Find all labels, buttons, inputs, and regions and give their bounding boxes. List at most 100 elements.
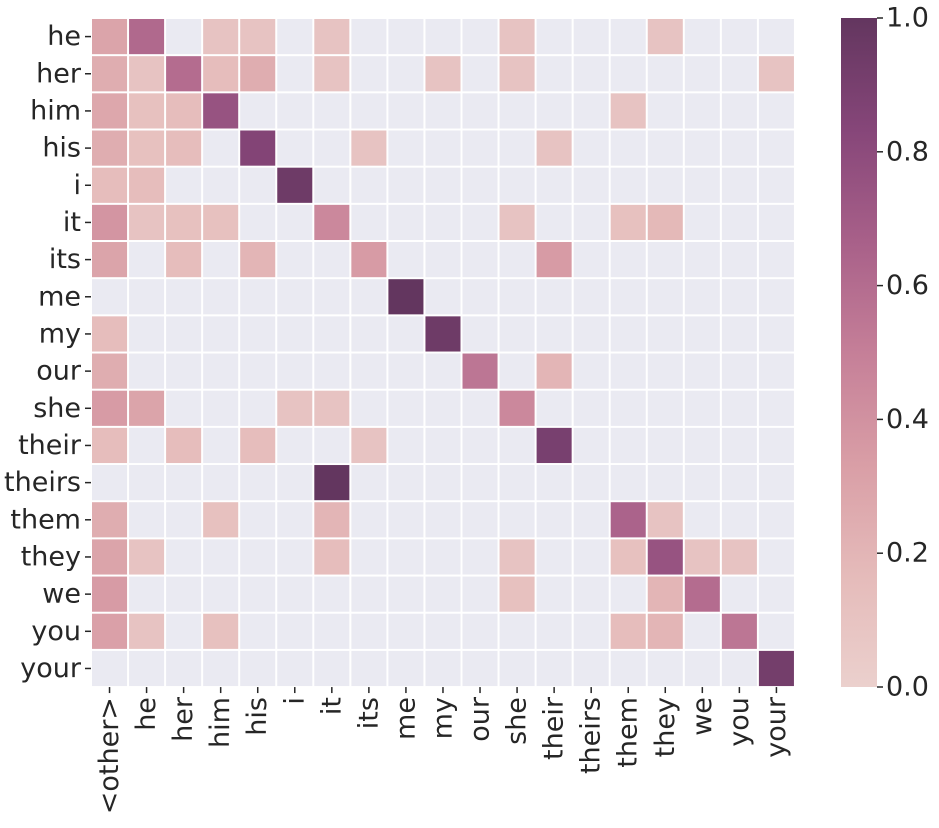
heatmap-cell-3-9	[425, 130, 461, 166]
heatmap-cell-15-11	[499, 576, 535, 612]
heatmap-cell-7-2	[166, 279, 202, 315]
heatmap-cell-12-4	[240, 465, 276, 501]
heatmap-cell-9-16	[684, 353, 720, 389]
heatmap-cell-10-6	[314, 390, 350, 426]
heatmap-cell-0-11	[499, 19, 535, 55]
heatmap-cell-12-2	[166, 465, 202, 501]
heatmap-cell-2-18	[758, 93, 794, 129]
x-tick-label: i	[279, 697, 310, 705]
heatmap-cell-9-7	[351, 353, 387, 389]
heatmap-cell-6-7	[351, 242, 387, 278]
heatmap-cell-10-15	[647, 390, 683, 426]
heatmap-cell-4-14	[610, 167, 646, 203]
heatmap-cell-10-10	[462, 390, 498, 426]
heatmap-cell-9-9	[425, 353, 461, 389]
heatmap-cell-5-17	[721, 204, 757, 241]
heatmap-cell-9-5	[277, 353, 313, 389]
heatmap-cell-0-0	[92, 19, 128, 55]
heatmap-cell-10-5	[277, 390, 313, 426]
heatmap-cell-13-6	[314, 502, 350, 538]
heatmap-cell-14-1	[129, 539, 165, 575]
heatmap-cell-8-14	[610, 316, 646, 352]
heatmap-cell-5-8	[388, 204, 424, 241]
heatmap-cell-15-1	[129, 576, 165, 612]
x-tick-label: his	[242, 697, 273, 736]
heatmap-cell-13-18	[758, 502, 794, 538]
heatmap-cell-4-12	[536, 167, 572, 203]
heatmap-cell-1-8	[388, 56, 424, 92]
heatmap-cell-17-0	[92, 650, 128, 687]
heatmap-cell-2-9	[425, 93, 461, 129]
heatmap-cell-0-12	[536, 19, 572, 55]
y-tick-label: them	[10, 504, 81, 535]
heatmap-cell-10-16	[684, 390, 720, 426]
heatmap-cell-7-8	[388, 279, 424, 315]
heatmap-cell-17-11	[499, 650, 535, 687]
heatmap-cell-7-11	[499, 279, 535, 315]
heatmap-cell-13-7	[351, 502, 387, 538]
heatmap-cell-6-2	[166, 242, 202, 278]
colorbar-tick-label: 0.2	[886, 538, 929, 569]
x-tick-label: theirs	[576, 697, 607, 774]
heatmap-cell-17-4	[240, 650, 276, 687]
heatmap-cell-10-7	[351, 390, 387, 426]
heatmap-cell-0-5	[277, 19, 313, 55]
heatmap-cell-1-11	[499, 56, 535, 92]
heatmap-cell-7-7	[351, 279, 387, 315]
heatmap-cell-2-14	[610, 93, 646, 129]
heatmap-cell-5-16	[684, 204, 720, 241]
heatmap-cell-7-4	[240, 279, 276, 315]
heatmap-cell-10-13	[573, 390, 609, 426]
heatmap-cell-10-3	[203, 390, 239, 426]
heatmap-cell-15-13	[573, 576, 609, 612]
heatmap-cell-0-8	[388, 19, 424, 55]
heatmap-cell-0-6	[314, 19, 350, 55]
heatmap-cell-16-10	[462, 613, 498, 649]
heatmap-cell-7-13	[573, 279, 609, 315]
colorbar-tick-label: 0.0	[886, 672, 929, 703]
heatmap-cell-2-0	[92, 93, 128, 129]
heatmap-cell-12-9	[425, 465, 461, 501]
heatmap-cell-15-5	[277, 576, 313, 612]
heatmap-cell-11-0	[92, 427, 128, 464]
heatmap-cell-17-9	[425, 650, 461, 687]
heatmap-cell-2-4	[240, 93, 276, 129]
heatmap-cell-4-9	[425, 167, 461, 203]
heatmap-cell-5-6	[314, 204, 350, 241]
heatmap-cell-1-17	[721, 56, 757, 92]
y-tick-label: her	[36, 58, 82, 89]
heatmap-cell-12-14	[610, 465, 646, 501]
heatmap-cell-1-6	[314, 56, 350, 92]
x-tick-label: he	[131, 697, 162, 731]
plot-area	[91, 18, 795, 688]
heatmap-cell-4-1	[129, 167, 165, 203]
heatmap-cell-16-13	[573, 613, 609, 649]
heatmap-cell-2-2	[166, 93, 202, 129]
heatmap-cell-1-15	[647, 56, 683, 92]
heatmap-cell-2-13	[573, 93, 609, 129]
heatmap-cell-12-5	[277, 465, 313, 501]
heatmap-cell-6-18	[758, 242, 794, 278]
heatmap-cell-11-11	[499, 427, 535, 464]
heatmap-cell-7-0	[92, 279, 128, 315]
heatmap-cell-12-7	[351, 465, 387, 501]
heatmap-cell-8-13	[573, 316, 609, 352]
heatmap-cell-0-4	[240, 19, 276, 55]
heatmap-cell-12-3	[203, 465, 239, 501]
heatmap-cell-1-3	[203, 56, 239, 92]
heatmap-cell-7-3	[203, 279, 239, 315]
heatmap-cell-0-13	[573, 19, 609, 55]
heatmap-cell-4-2	[166, 167, 202, 203]
x-tick-label: our	[465, 696, 496, 742]
heatmap-cell-15-2	[166, 576, 202, 612]
heatmap-cell-13-2	[166, 502, 202, 538]
heatmap-cell-15-6	[314, 576, 350, 612]
heatmap-cell-3-15	[647, 130, 683, 166]
heatmap-cell-5-11	[499, 204, 535, 241]
heatmap-cell-0-3	[203, 19, 239, 55]
heatmap-cell-16-12	[536, 613, 572, 649]
heatmap-cell-16-6	[314, 613, 350, 649]
heatmap-cell-6-17	[721, 242, 757, 278]
heatmap-cell-11-10	[462, 427, 498, 464]
